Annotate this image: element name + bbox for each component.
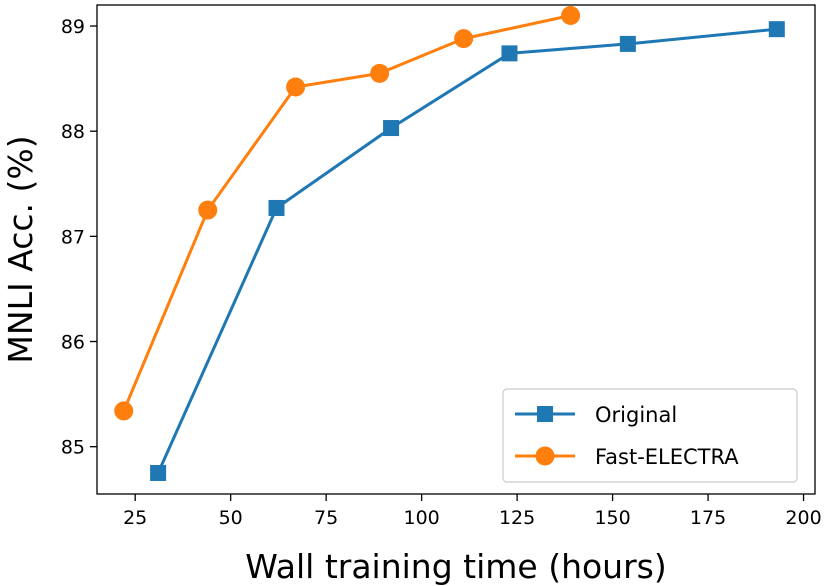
- x-tick-label: 100: [403, 507, 439, 529]
- y-tick-label: 87: [61, 226, 85, 248]
- legend-label: Original: [595, 403, 677, 427]
- legend-box: [502, 388, 798, 483]
- data-point: [150, 464, 167, 481]
- data-point: [768, 21, 785, 38]
- plot-frame: [96, 4, 816, 495]
- y-tick-label: 85: [61, 437, 85, 459]
- legend-label: Fast-ELECTRA: [595, 445, 739, 469]
- x-tick-label: 50: [219, 507, 243, 529]
- series-layer: [114, 6, 785, 481]
- series-line: [122, 14, 571, 412]
- data-point: [561, 6, 581, 26]
- legend-marker: [537, 406, 553, 422]
- y-tick-label: 89: [61, 16, 85, 38]
- y-tick-label: 88: [61, 121, 85, 143]
- x-tick-label: 200: [785, 507, 821, 529]
- data-point: [501, 45, 518, 62]
- data-point: [619, 35, 636, 52]
- data-point: [114, 401, 134, 421]
- data-point: [383, 120, 400, 137]
- legend: Original Fast-ELECTRA: [502, 388, 798, 483]
- axis-layer: 25 50 75 100 125 150 175 200 85 86 87 88 89: [61, 16, 822, 529]
- y-axis-label: MNLI Acc. (%): [1, 135, 40, 363]
- x-tick-label: 150: [594, 507, 630, 529]
- series-line: [156, 27, 777, 474]
- x-tick-label: 175: [690, 507, 726, 529]
- data-point: [454, 29, 474, 49]
- data-point: [286, 77, 306, 97]
- x-tick-label: 75: [314, 507, 338, 529]
- legend-marker: [535, 446, 555, 466]
- x-tick-label: 125: [499, 507, 535, 529]
- y-tick-label: 86: [61, 332, 85, 354]
- data-point: [370, 63, 390, 83]
- x-axis-label: Wall training time (hours): [245, 547, 666, 586]
- series-original: [150, 21, 785, 481]
- data-point: [198, 200, 218, 220]
- x-tick-label: 25: [123, 507, 147, 529]
- series-fast-electra: [114, 6, 581, 421]
- data-point: [268, 199, 285, 216]
